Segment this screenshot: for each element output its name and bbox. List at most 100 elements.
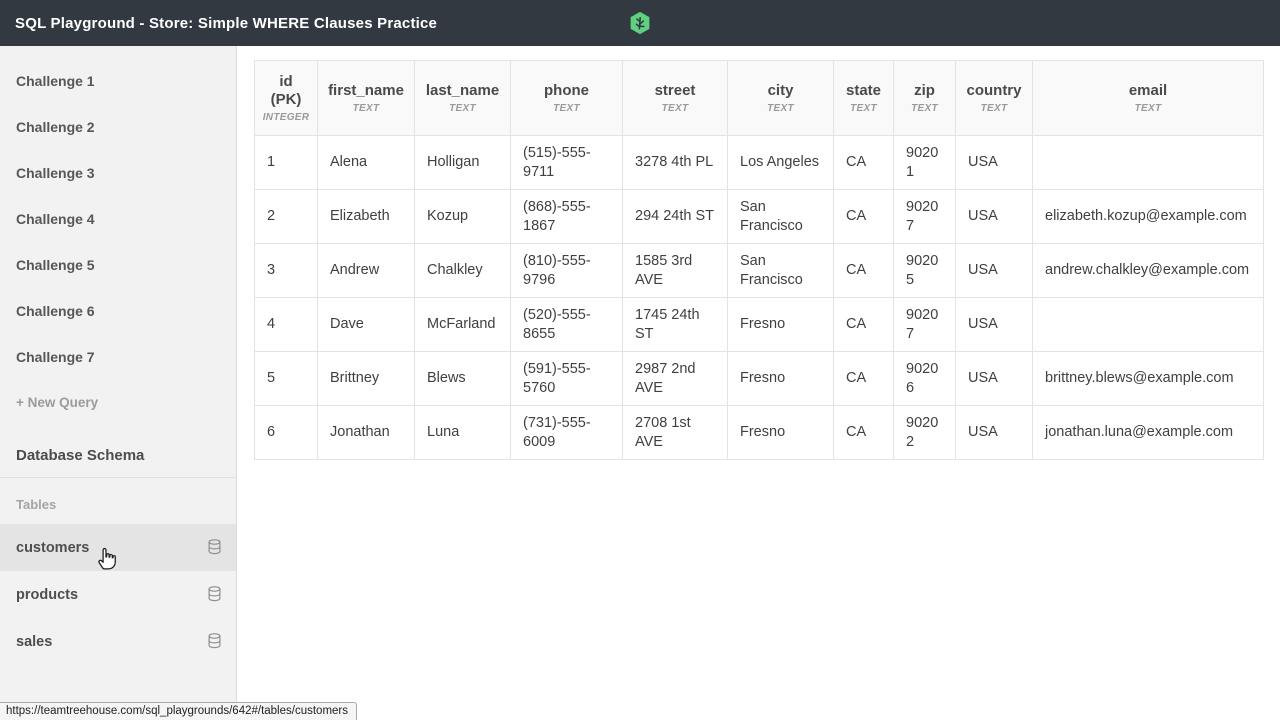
sidebar-item-label: Challenge 2 bbox=[16, 119, 95, 135]
table-cell: 1 bbox=[254, 135, 318, 190]
column-type: TEXT bbox=[553, 103, 580, 114]
column-type: TEXT bbox=[850, 103, 877, 114]
table-cell: 3 bbox=[254, 243, 318, 298]
column-type: TEXT bbox=[661, 103, 689, 114]
column-name: state bbox=[845, 82, 882, 99]
table-cell: CA bbox=[833, 351, 894, 406]
table-row: 1 Alena Holligan (515)-555-9711 3278 4th PL L… bbox=[254, 135, 1264, 190]
column-type: TEXT bbox=[767, 103, 794, 114]
table-row: 3 Andrew Chalkley (810)-555-9796 1585 3rd AV… bbox=[254, 243, 1264, 298]
column-type: TEXT bbox=[1134, 103, 1162, 114]
table-cell: CA bbox=[833, 243, 894, 298]
table-cell: Kozup bbox=[414, 189, 511, 244]
column-type: TEXT bbox=[352, 103, 380, 114]
column-name: last_name bbox=[425, 82, 500, 99]
column-header: street TEXT bbox=[622, 60, 728, 136]
sidebar-item-challenge[interactable]: Challenge 5 bbox=[0, 242, 236, 288]
table-cell: 294 24th ST bbox=[622, 189, 728, 244]
sidebar-item-label: Challenge 3 bbox=[16, 165, 95, 181]
table-cell: (731)-555-6009 bbox=[510, 405, 623, 460]
sidebar-item-challenge[interactable]: Challenge 3 bbox=[0, 150, 236, 196]
column-header: phone TEXT bbox=[510, 60, 623, 136]
table-row: 6 Jonathan Luna (731)-555-6009 2708 1st AVE F… bbox=[254, 405, 1264, 460]
treehouse-logo-icon bbox=[629, 11, 651, 35]
column-name: street bbox=[654, 82, 696, 99]
table-cell: (868)-555-1867 bbox=[510, 189, 623, 244]
column-name: email bbox=[1128, 82, 1168, 99]
table-cell: CA bbox=[833, 405, 894, 460]
sidebar-item-label: Challenge 4 bbox=[16, 211, 95, 227]
table-cell: Brittney bbox=[317, 351, 415, 406]
column-name: city bbox=[767, 82, 794, 99]
sidebar-item-label: Challenge 1 bbox=[16, 73, 95, 89]
table-cell: 4 bbox=[254, 297, 318, 352]
table-row: 2 Elizabeth Kozup (868)-555-1867 294 24th ST… bbox=[254, 189, 1264, 244]
sidebar-item-challenge[interactable]: Challenge 7 bbox=[0, 334, 236, 380]
table-cell: brittney.blews@example.com bbox=[1032, 351, 1264, 406]
sidebar: Challenge 1 Challenge 2 Challenge 3 Chal… bbox=[0, 46, 237, 720]
sidebar-item-table[interactable]: customers bbox=[0, 524, 236, 571]
column-name: country bbox=[966, 82, 1022, 99]
column-name: phone bbox=[544, 82, 589, 99]
table-header-row: id (PK) INTEGER first_name TEXT last_nam… bbox=[254, 60, 1264, 136]
column-header: id (PK) INTEGER bbox=[254, 60, 318, 136]
table-cell: 2 bbox=[254, 189, 318, 244]
table-cell: Fresno bbox=[727, 351, 834, 406]
sidebar-item-label: Challenge 5 bbox=[16, 257, 95, 273]
table-row: 5 Brittney Blews (591)-555-5760 2987 2nd AVE… bbox=[254, 351, 1264, 406]
topbar: SQL Playground - Store: Simple WHERE Cla… bbox=[0, 0, 1280, 46]
table-cell: 2708 1st AVE bbox=[622, 405, 728, 460]
column-type: INTEGER bbox=[262, 112, 310, 123]
column-header: state TEXT bbox=[833, 60, 894, 136]
table-cell: McFarland bbox=[414, 297, 511, 352]
table-cell: (591)-555-5760 bbox=[510, 351, 623, 406]
data-table: id (PK) INTEGER first_name TEXT last_nam… bbox=[254, 60, 1264, 460]
column-name: zip bbox=[914, 82, 935, 99]
table-cell: Fresno bbox=[727, 297, 834, 352]
table-cell: USA bbox=[955, 189, 1033, 244]
tables-section-label: Tables bbox=[16, 496, 57, 512]
table-cell: Blews bbox=[414, 351, 511, 406]
table-cell: USA bbox=[955, 243, 1033, 298]
table-cell: 1745 24th ST bbox=[622, 297, 728, 352]
table-cell: 90205 bbox=[893, 243, 956, 298]
database-icon bbox=[206, 539, 223, 556]
table-name-label: sales bbox=[16, 633, 53, 650]
table-list: customers products sales bbox=[0, 524, 236, 665]
table-cell: Los Angeles bbox=[727, 135, 834, 190]
sidebar-item-label: Challenge 6 bbox=[16, 303, 95, 319]
table-cell: 90207 bbox=[893, 297, 956, 352]
column-header: first_name TEXT bbox=[317, 60, 415, 136]
table-cell: (520)-555-8655 bbox=[510, 297, 623, 352]
sidebar-item-label: Challenge 7 bbox=[16, 349, 95, 365]
column-name: first_name bbox=[328, 82, 404, 99]
table-cell: CA bbox=[833, 135, 894, 190]
table-name-label: products bbox=[16, 586, 79, 603]
sidebar-item-challenge[interactable]: Challenge 1 bbox=[0, 58, 236, 104]
column-header: last_name TEXT bbox=[414, 60, 511, 136]
table-cell: USA bbox=[955, 135, 1033, 190]
table-cell: Holligan bbox=[414, 135, 511, 190]
new-query-button[interactable]: + New Query bbox=[16, 394, 99, 410]
table-cell: USA bbox=[955, 405, 1033, 460]
table-cell: San Francisco bbox=[727, 189, 834, 244]
sidebar-item-table[interactable]: products bbox=[0, 571, 236, 618]
sidebar-item-challenge[interactable]: Challenge 2 bbox=[0, 104, 236, 150]
column-type: TEXT bbox=[980, 103, 1008, 114]
sidebar-item-challenge[interactable]: Challenge 6 bbox=[0, 288, 236, 334]
table-cell: Andrew bbox=[317, 243, 415, 298]
table-cell: USA bbox=[955, 297, 1033, 352]
column-type: TEXT bbox=[911, 103, 938, 114]
table-cell: elizabeth.kozup@example.com bbox=[1032, 189, 1264, 244]
main-content: id (PK) INTEGER first_name TEXT last_nam… bbox=[237, 46, 1280, 720]
column-header: zip TEXT bbox=[893, 60, 956, 136]
sidebar-item-challenge[interactable]: Challenge 4 bbox=[0, 196, 236, 242]
table-row: 4 Dave McFarland (520)-555-8655 1745 24th ST… bbox=[254, 297, 1264, 352]
column-name: id (PK) bbox=[270, 73, 302, 108]
sidebar-item-table[interactable]: sales bbox=[0, 618, 236, 665]
table-cell: 90206 bbox=[893, 351, 956, 406]
table-cell bbox=[1032, 297, 1264, 352]
table-cell: CA bbox=[833, 189, 894, 244]
table-cell: Chalkley bbox=[414, 243, 511, 298]
table-cell: 5 bbox=[254, 351, 318, 406]
